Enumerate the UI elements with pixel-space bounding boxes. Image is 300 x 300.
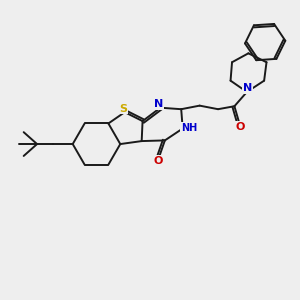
Text: N: N — [154, 99, 164, 109]
Text: N: N — [243, 83, 252, 93]
Text: O: O — [153, 156, 163, 166]
Text: NH: NH — [181, 123, 197, 133]
Text: O: O — [236, 122, 245, 132]
Text: S: S — [119, 103, 127, 114]
